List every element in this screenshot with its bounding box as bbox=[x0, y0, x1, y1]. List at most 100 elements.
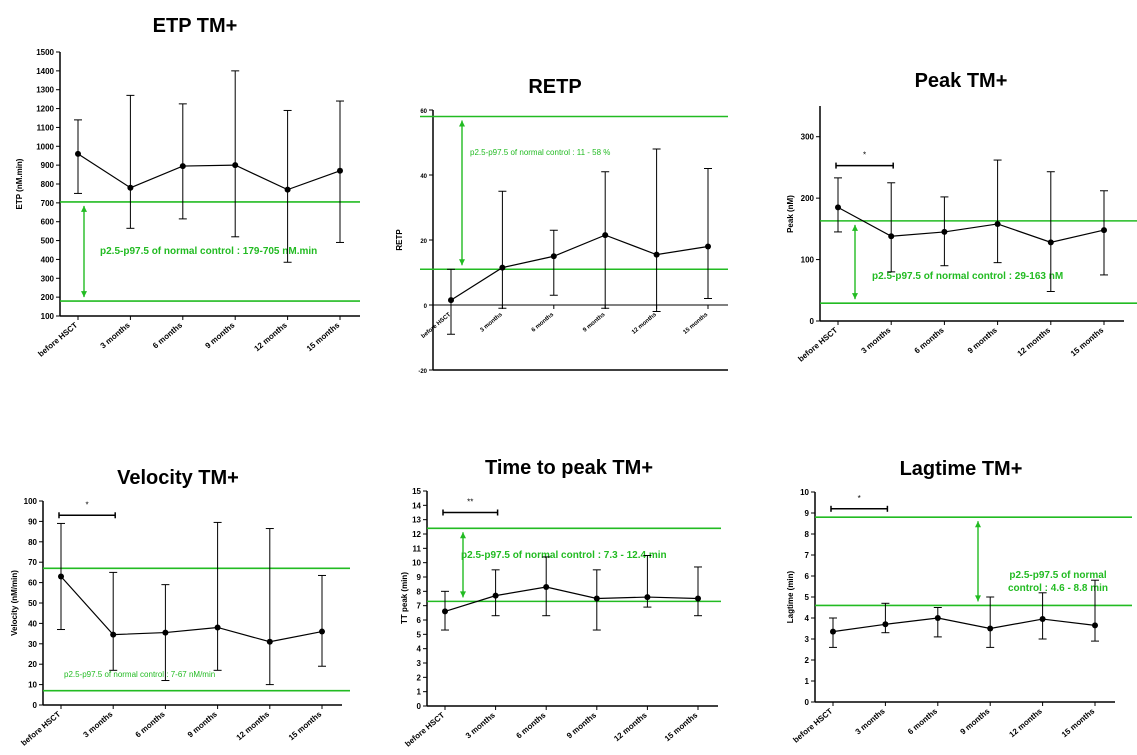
y-tick-label: 1400 bbox=[36, 67, 54, 76]
x-tick-label: 12 months bbox=[631, 312, 658, 336]
y-tick-label: 4 bbox=[805, 614, 810, 623]
x-tick-label: 15 months bbox=[287, 709, 324, 742]
data-point bbox=[337, 167, 343, 174]
arrow-head-bottom bbox=[81, 291, 87, 298]
y-tick-label: 500 bbox=[41, 237, 55, 246]
series-line bbox=[60, 576, 323, 643]
chart-title: Velocity TM+ bbox=[117, 467, 239, 489]
y-tick-label: 8 bbox=[805, 530, 810, 539]
normal-range-annotation: p2.5-p97.5 of normal control : 7.3 - 12.… bbox=[461, 550, 667, 561]
y-axis-label: Peak (nM) bbox=[786, 195, 795, 233]
y-tick-label: 90 bbox=[28, 517, 37, 526]
data-point bbox=[232, 162, 239, 169]
x-tick-label: 3 months bbox=[859, 325, 892, 355]
series-line bbox=[832, 617, 1096, 633]
chart-panel-6: Lagtime TM+ Lagtime (min) 0 1 2 3 4 5 6 7 8 9 10 befo… bbox=[786, 458, 1132, 745]
x-tick-label: 6 months bbox=[913, 325, 946, 355]
x-tick-label: 9 months bbox=[203, 320, 236, 350]
y-tick-label: 14 bbox=[412, 501, 421, 510]
y-tick-label: 100 bbox=[24, 497, 38, 506]
data-point bbox=[994, 220, 1001, 227]
x-tick-label: before HSCT bbox=[791, 707, 834, 745]
y-tick-label: 200 bbox=[801, 194, 815, 203]
x-tick-label: 12 months bbox=[235, 709, 272, 742]
y-axis-label: Lagtime (min) bbox=[786, 570, 795, 623]
y-tick-label: 10 bbox=[800, 488, 809, 497]
x-tick-label: before HSCT bbox=[403, 711, 446, 749]
x-tick-label: 15 months bbox=[1069, 325, 1106, 358]
data-point bbox=[75, 150, 81, 157]
y-tick-label: 1000 bbox=[36, 142, 54, 151]
significance-label: ** bbox=[467, 498, 473, 507]
y-tick-label: 3 bbox=[417, 659, 422, 668]
data-point bbox=[1101, 227, 1107, 234]
data-point bbox=[543, 584, 550, 591]
data-point bbox=[593, 595, 600, 602]
y-tick-label: 6 bbox=[417, 616, 422, 625]
y-tick-label: 0 bbox=[810, 317, 815, 326]
y-tick-label: 10 bbox=[412, 559, 421, 568]
x-tick-label: before HSCT bbox=[796, 326, 839, 364]
series-line bbox=[444, 586, 699, 612]
data-point bbox=[442, 608, 448, 615]
data-point bbox=[705, 243, 711, 250]
x-tick-label: 15 months bbox=[1060, 706, 1097, 739]
data-point bbox=[284, 186, 291, 193]
x-tick-label: 15 months bbox=[663, 710, 700, 743]
arrow-head-top bbox=[975, 521, 981, 528]
y-tick-label: 100 bbox=[801, 256, 815, 265]
data-point bbox=[653, 251, 660, 258]
y-tick-label: 9 bbox=[805, 509, 810, 518]
data-point bbox=[448, 297, 454, 304]
normal-range-annotation: control : 4.6 - 8.8 min bbox=[1008, 583, 1108, 594]
x-tick-label: 9 months bbox=[582, 312, 607, 334]
normal-range-annotation: p2.5-p97.5 of normal control : 179-705 n… bbox=[100, 246, 317, 257]
data-point bbox=[987, 625, 994, 632]
y-tick-label: 1 bbox=[805, 677, 810, 686]
y-tick-label: 2 bbox=[417, 673, 422, 682]
y-tick-label: 8 bbox=[417, 587, 422, 596]
data-point bbox=[162, 629, 169, 636]
data-point bbox=[1092, 622, 1098, 629]
y-axis-label: ETP (nM.min) bbox=[15, 158, 24, 209]
data-point bbox=[695, 595, 701, 602]
data-point bbox=[882, 621, 889, 628]
y-tick-label: 1300 bbox=[36, 86, 54, 95]
y-tick-label: 0 bbox=[805, 698, 810, 707]
normal-range-annotation: p2.5-p97.5 of normal bbox=[1009, 570, 1106, 581]
normal-range-annotation: p2.5-p97.5 of normal control : 7-67 nM/m… bbox=[64, 670, 215, 679]
y-tick-label: 100 bbox=[41, 312, 55, 321]
x-tick-label: 3 months bbox=[99, 320, 132, 350]
chart-panel-2: RETP RETP -20 0 20 40 60 before HSCT 3 months 6 m… bbox=[395, 76, 728, 375]
x-tick-label: 3 months bbox=[464, 710, 497, 740]
chart-title: Peak TM+ bbox=[915, 70, 1008, 92]
series-line bbox=[837, 206, 1105, 243]
x-tick-label: 9 months bbox=[565, 710, 598, 740]
x-tick-label: 12 months bbox=[1016, 325, 1053, 358]
x-tick-label: 6 months bbox=[134, 709, 167, 739]
data-point bbox=[110, 631, 117, 638]
y-axis-label: RETP bbox=[395, 229, 404, 251]
x-tick-label: 6 months bbox=[906, 706, 939, 736]
y-axis-label: Velocity (nM/min) bbox=[10, 570, 19, 636]
y-tick-label: 0 bbox=[417, 702, 422, 711]
arrow-head-top bbox=[852, 224, 858, 231]
significance-label: * bbox=[86, 500, 89, 509]
x-tick-label: 9 months bbox=[966, 325, 999, 355]
y-tick-label: 700 bbox=[41, 199, 55, 208]
x-tick-label: 3 months bbox=[81, 709, 114, 739]
y-tick-label: 5 bbox=[805, 593, 810, 602]
y-tick-label: 0 bbox=[33, 701, 38, 710]
significance-label: * bbox=[863, 151, 866, 160]
y-tick-label: 12 bbox=[412, 530, 421, 539]
x-tick-label: 3 months bbox=[479, 312, 504, 334]
y-tick-label: 10 bbox=[28, 681, 37, 690]
chart-panel-4: Velocity TM+ Velocity (nM/min) 0 10 20 30 40 50… bbox=[10, 467, 350, 748]
y-tick-label: 7 bbox=[417, 602, 422, 611]
y-tick-label: 20 bbox=[28, 660, 37, 669]
y-tick-label: 1 bbox=[417, 688, 422, 697]
y-tick-label: 0 bbox=[424, 304, 428, 310]
x-tick-label: 6 months bbox=[531, 312, 556, 334]
chart-title: RETP bbox=[528, 76, 581, 98]
y-axis-label: TT peak (min) bbox=[400, 572, 409, 624]
